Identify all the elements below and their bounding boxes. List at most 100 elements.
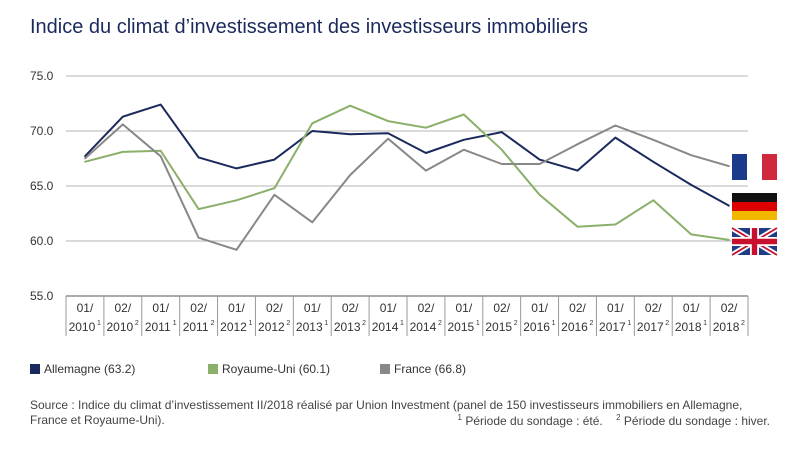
data-point-france: [235, 249, 238, 251]
data-point-france: [425, 169, 427, 172]
x-tick-label-top: 01/: [380, 301, 397, 315]
x-tick-superscript: 1: [400, 320, 404, 327]
data-point-royaume-uni: [728, 239, 730, 241]
data-point-royaume-uni: [235, 199, 238, 202]
x-tick-label-top: 01/: [77, 301, 94, 315]
x-tick-superscript: 1: [324, 320, 328, 327]
data-point-allemagne: [349, 133, 351, 136]
footnote-marker-2: 2: [616, 413, 621, 422]
x-tick-label-top: 02/: [190, 301, 207, 315]
x-tick-label-top: 02/: [418, 301, 435, 315]
x-tick-label-bottom: 2017: [637, 320, 664, 334]
data-point-allemagne: [463, 139, 465, 141]
data-point-royaume-uni: [690, 233, 692, 236]
legend-item-royaume-uni: Royaume-Uni (60.1): [208, 362, 330, 376]
x-tick-superscript: 1: [476, 320, 480, 327]
data-point-allemagne: [576, 169, 579, 172]
legend-item-allemagne: Allemagne (63.2): [30, 362, 135, 376]
data-point-allemagne: [387, 132, 389, 134]
x-tick-superscript: 2: [211, 320, 215, 327]
x-tick-superscript: 1: [97, 320, 101, 327]
data-point-royaume-uni: [538, 194, 541, 196]
data-point-france: [463, 148, 465, 151]
y-tick-label: 60.0: [30, 234, 54, 248]
x-tick-label-top: 01/: [607, 301, 624, 315]
chart-title: Indice du climat d’investissement des in…: [30, 16, 588, 38]
legend-item-france: France (66.8): [380, 362, 466, 376]
x-tick-label-bottom: 2018: [675, 320, 702, 334]
data-point-royaume-uni: [197, 208, 200, 210]
x-tick-label-top: 02/: [493, 301, 510, 315]
series-line-france: [84, 123, 730, 251]
x-tick-label-bottom: 2015: [485, 320, 512, 334]
footnote-text-2: Période du sondage : hiver.: [620, 414, 770, 428]
footnote-text-1: Période du sondage : été.: [461, 414, 603, 428]
series-line-royaume-uni: [84, 104, 730, 241]
data-point-allemagne: [311, 130, 314, 132]
x-tick-label-bottom: 2013: [296, 320, 323, 334]
x-tick-superscript: 1: [552, 320, 556, 327]
data-point-allemagne: [500, 131, 503, 133]
x-tick-label-bottom: 2016: [561, 320, 588, 334]
x-tick-label-top: 01/: [228, 301, 245, 315]
data-point-royaume-uni: [425, 126, 427, 129]
flag-uk-icon: [730, 225, 779, 258]
x-tick-label-bottom: 2010: [106, 320, 133, 334]
y-tick-label: 75.0: [30, 69, 54, 83]
data-point-france: [159, 155, 162, 158]
line-chart: 75.070.065.060.055.0 01/2010 102/2010 201/…: [30, 69, 779, 336]
data-point-allemagne: [614, 136, 617, 139]
x-tick-label-bottom: 2011: [145, 320, 171, 334]
x-tick-label-top: 01/: [531, 301, 548, 315]
flag-germany-icon: [732, 193, 777, 220]
data-point-allemagne: [690, 184, 692, 186]
x-tick-label-bottom: 2010: [69, 320, 96, 334]
data-point-france: [122, 123, 124, 126]
x-tick-label-bottom: 2018: [713, 320, 740, 334]
data-point-royaume-uni: [500, 148, 503, 151]
data-point-france: [84, 157, 86, 160]
y-axis-ticks: 75.0 70.0 65.0 60.0 55.0: [30, 69, 54, 303]
x-tick-superscript: 2: [438, 320, 442, 327]
x-tick-label-top: 01/: [152, 301, 169, 315]
data-point-france: [614, 124, 617, 127]
series-line-allemagne: [84, 103, 730, 207]
x-tick-label-top: 02/: [266, 301, 283, 315]
data-point-royaume-uni: [273, 187, 276, 189]
x-tick-superscript: 2: [135, 320, 139, 327]
x-tick-superscript: 1: [703, 320, 707, 327]
grid-lines: [66, 75, 748, 242]
data-point-france: [349, 174, 351, 176]
data-point-royaume-uni: [311, 122, 314, 125]
x-tick-superscript: 2: [665, 320, 669, 327]
data-point-royaume-uni: [576, 225, 579, 228]
data-point-allemagne: [728, 205, 730, 207]
x-tick-superscript: 2: [741, 320, 745, 327]
x-tick-label-top: 02/: [721, 301, 738, 315]
data-point-allemagne: [425, 152, 427, 154]
data-point-allemagne: [84, 155, 86, 158]
x-tick-label-bottom: 2014: [410, 320, 437, 334]
data-point-royaume-uni: [614, 223, 617, 226]
x-tick-superscript: 1: [249, 320, 253, 327]
data-point-royaume-uni: [84, 161, 86, 163]
data-point-france: [538, 163, 541, 165]
x-tick-label-top: 01/: [683, 301, 700, 315]
x-tick-superscript: 2: [514, 320, 518, 327]
legend-swatch: [380, 364, 390, 374]
data-point-france: [387, 137, 389, 140]
flag-france-icon: [732, 154, 777, 180]
x-tick-superscript: 1: [627, 320, 631, 327]
x-tick-label-bottom: 2014: [372, 320, 399, 334]
source-note: Source : Indice du climat d’investisseme…: [30, 398, 743, 427]
footnote: 1 Période du sondage : été. 2 Période du…: [458, 413, 770, 428]
data-point-allemagne: [235, 167, 238, 170]
x-tick-label-top: 01/: [304, 301, 321, 315]
x-tick-label-top: 02/: [342, 301, 359, 315]
data-point-france: [273, 194, 276, 196]
data-point-allemagne: [538, 158, 541, 161]
legend-swatch: [30, 364, 40, 374]
x-tick-label-top: 02/: [114, 301, 131, 315]
legend-label: France (66.8): [394, 362, 467, 376]
data-point-royaume-uni: [652, 199, 655, 202]
